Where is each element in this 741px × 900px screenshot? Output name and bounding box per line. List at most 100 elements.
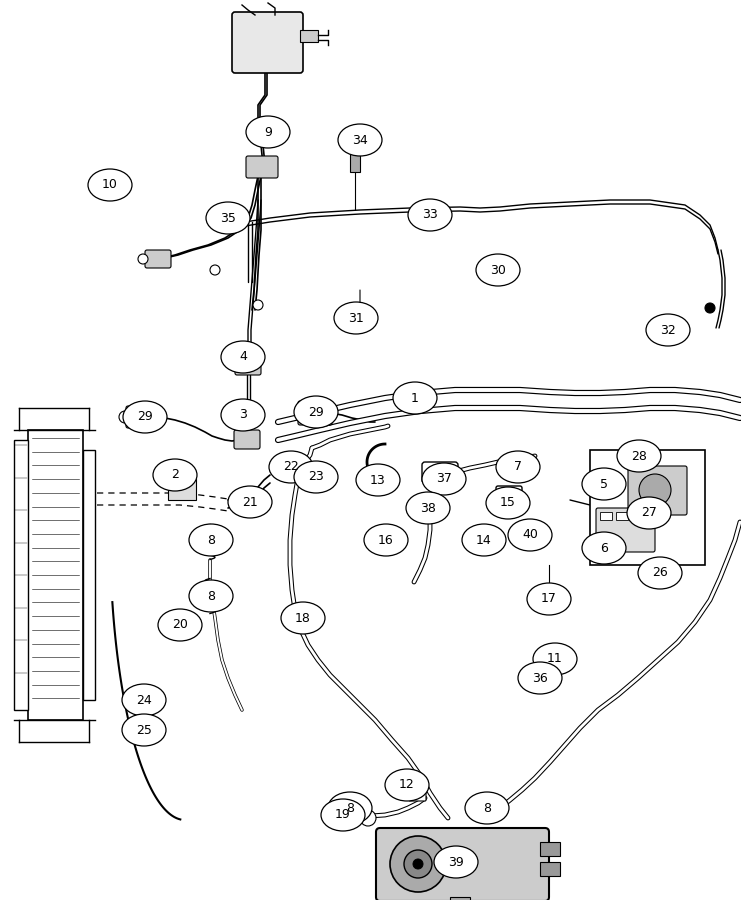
Ellipse shape xyxy=(385,769,429,801)
Bar xyxy=(540,862,560,876)
Bar xyxy=(450,897,470,900)
Text: 4: 4 xyxy=(239,350,247,364)
Bar xyxy=(350,152,360,172)
Bar xyxy=(83,450,95,700)
Ellipse shape xyxy=(465,792,509,824)
Ellipse shape xyxy=(406,492,450,524)
Ellipse shape xyxy=(617,440,661,472)
Text: 18: 18 xyxy=(295,611,311,625)
Ellipse shape xyxy=(496,451,540,483)
Text: 19: 19 xyxy=(335,808,351,822)
Circle shape xyxy=(210,265,220,275)
FancyBboxPatch shape xyxy=(232,12,303,73)
FancyBboxPatch shape xyxy=(126,406,158,428)
Circle shape xyxy=(404,850,432,878)
Bar xyxy=(28,430,83,720)
Ellipse shape xyxy=(533,643,577,675)
FancyBboxPatch shape xyxy=(596,508,655,552)
FancyBboxPatch shape xyxy=(298,401,332,425)
Bar xyxy=(600,512,612,520)
Ellipse shape xyxy=(122,714,166,746)
Circle shape xyxy=(413,859,423,869)
Text: 8: 8 xyxy=(207,534,215,546)
Ellipse shape xyxy=(246,116,290,148)
Ellipse shape xyxy=(153,459,197,491)
Text: 2: 2 xyxy=(171,469,179,482)
Ellipse shape xyxy=(422,463,466,495)
FancyBboxPatch shape xyxy=(409,784,426,801)
Text: 22: 22 xyxy=(283,461,299,473)
Text: 26: 26 xyxy=(652,566,668,580)
Text: 1: 1 xyxy=(411,392,419,404)
Ellipse shape xyxy=(434,846,478,878)
Ellipse shape xyxy=(462,524,506,556)
Text: 32: 32 xyxy=(660,323,676,337)
Text: 37: 37 xyxy=(436,472,452,485)
Text: 11: 11 xyxy=(547,652,563,665)
Text: 9: 9 xyxy=(264,125,272,139)
Ellipse shape xyxy=(328,792,372,824)
Text: 7: 7 xyxy=(514,461,522,473)
FancyBboxPatch shape xyxy=(422,462,458,483)
Ellipse shape xyxy=(228,486,272,518)
Ellipse shape xyxy=(88,169,132,201)
Ellipse shape xyxy=(646,314,690,346)
FancyBboxPatch shape xyxy=(235,356,261,375)
Ellipse shape xyxy=(476,254,520,286)
Ellipse shape xyxy=(582,532,626,564)
FancyBboxPatch shape xyxy=(628,466,687,515)
Text: 34: 34 xyxy=(352,133,368,147)
Ellipse shape xyxy=(393,382,437,414)
Circle shape xyxy=(253,300,263,310)
Text: 27: 27 xyxy=(641,507,657,519)
Circle shape xyxy=(138,254,148,264)
Text: 3: 3 xyxy=(239,409,247,421)
Bar xyxy=(616,512,628,520)
Circle shape xyxy=(390,836,446,892)
Text: 30: 30 xyxy=(490,264,506,276)
Text: 29: 29 xyxy=(137,410,153,424)
Ellipse shape xyxy=(627,497,671,529)
Ellipse shape xyxy=(356,464,400,496)
Circle shape xyxy=(639,474,671,506)
FancyBboxPatch shape xyxy=(145,250,171,268)
Text: 23: 23 xyxy=(308,471,324,483)
Bar xyxy=(14,440,28,710)
Text: 5: 5 xyxy=(600,478,608,491)
Text: 10: 10 xyxy=(102,178,118,192)
Ellipse shape xyxy=(281,602,325,634)
Ellipse shape xyxy=(221,399,265,431)
Circle shape xyxy=(543,592,555,604)
Text: 17: 17 xyxy=(541,592,557,606)
Text: 16: 16 xyxy=(378,534,394,546)
Text: 20: 20 xyxy=(172,618,188,632)
FancyBboxPatch shape xyxy=(246,156,278,178)
Circle shape xyxy=(705,303,715,313)
Text: 15: 15 xyxy=(500,497,516,509)
Text: 38: 38 xyxy=(420,501,436,515)
Text: 29: 29 xyxy=(308,406,324,419)
Ellipse shape xyxy=(294,461,338,493)
Circle shape xyxy=(360,810,376,826)
Ellipse shape xyxy=(221,341,265,373)
Ellipse shape xyxy=(638,557,682,589)
Bar xyxy=(300,30,318,42)
Text: 33: 33 xyxy=(422,209,438,221)
Text: 12: 12 xyxy=(399,778,415,791)
Text: 40: 40 xyxy=(522,528,538,542)
FancyBboxPatch shape xyxy=(416,496,442,518)
Ellipse shape xyxy=(123,401,167,433)
Ellipse shape xyxy=(294,396,338,428)
Text: 31: 31 xyxy=(348,311,364,325)
FancyBboxPatch shape xyxy=(376,828,549,900)
Text: 6: 6 xyxy=(600,542,608,554)
Bar xyxy=(540,842,560,856)
Text: 24: 24 xyxy=(136,694,152,706)
Text: 35: 35 xyxy=(220,212,236,224)
Ellipse shape xyxy=(189,580,233,612)
Bar xyxy=(168,478,196,500)
Text: 39: 39 xyxy=(448,856,464,868)
Text: 21: 21 xyxy=(242,496,258,508)
Ellipse shape xyxy=(527,583,571,615)
Ellipse shape xyxy=(364,524,408,556)
